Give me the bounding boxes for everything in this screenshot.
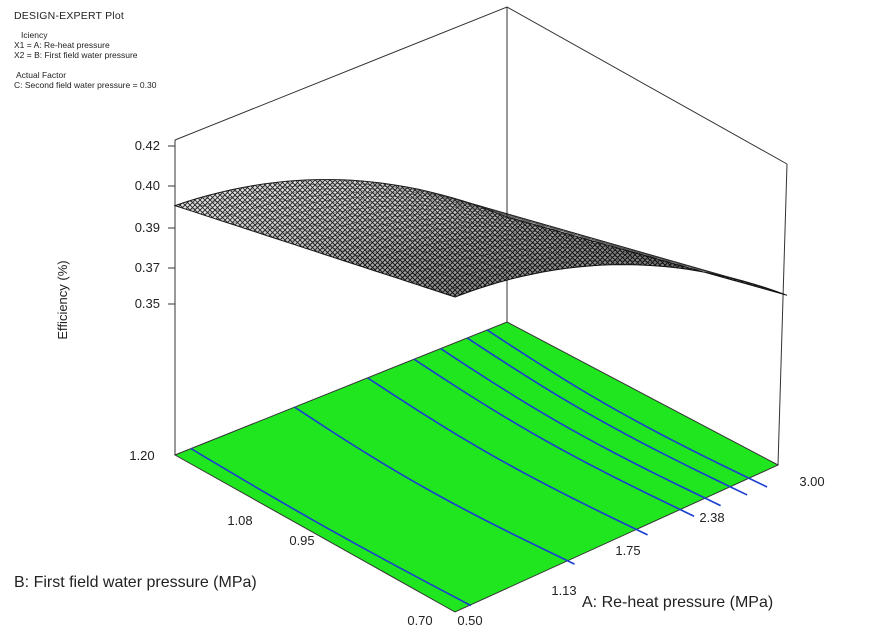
contour-line xyxy=(486,329,768,488)
z-tick-label: 0.37 xyxy=(135,260,160,275)
x-tick-label: 3.00 xyxy=(799,474,824,489)
contour-line xyxy=(190,447,472,607)
z-tick-label: 0.39 xyxy=(135,220,160,235)
x-tick-label: 2.38 xyxy=(699,510,724,525)
actual-factor-value: C: Second field water pressure = 0.30 xyxy=(14,80,157,90)
x-tick-label: 1.13 xyxy=(551,583,576,598)
y-tick-label: 0.95 xyxy=(289,533,314,548)
x-tick-label: 1.75 xyxy=(615,543,640,558)
axis-ticks: 0.35 0.37 0.39 0.40 0.42 1.20 1.08 0.95 0.70 0.50… xyxy=(129,138,824,628)
contour-line xyxy=(413,358,695,517)
surface-grid-line xyxy=(174,179,508,218)
plot-header-title: DESIGN-EXPERT Plot xyxy=(14,10,124,22)
contour-line xyxy=(466,337,748,496)
z-axis-title: Efficiency (%) xyxy=(55,260,70,339)
y-tick-label: 1.20 xyxy=(129,448,154,463)
response-surface xyxy=(173,179,788,298)
y-tick-label: 0.70 xyxy=(407,613,432,628)
actual-factor-label: Actual Factor xyxy=(16,70,67,80)
z-tick-label: 0.40 xyxy=(135,178,160,193)
z-tick-label: 0.35 xyxy=(135,296,160,311)
response-label: Iciency xyxy=(21,30,48,40)
contour-line xyxy=(294,406,575,565)
factor-x1-label: X1 = A: Re-heat pressure xyxy=(14,40,110,50)
x-axis-title: A: Re-heat pressure (MPa) xyxy=(582,594,773,611)
frame-top-edge xyxy=(174,6,788,165)
z-tick-label: 0.42 xyxy=(135,138,160,153)
x-tick-label: 0.50 xyxy=(457,613,482,628)
frame-vertical-edge xyxy=(777,163,788,466)
factor-x2-label: X2 = B: First field water pressure xyxy=(14,50,138,60)
y-tick-label: 1.08 xyxy=(227,513,252,528)
axis-labels: B: First field water pressure (MPa) A: Re… xyxy=(14,260,773,611)
y-axis-title: B: First field water pressure (MPa) xyxy=(14,574,257,591)
contour-line xyxy=(367,377,648,536)
floor-contour-plane xyxy=(173,321,780,613)
surface-grid-line xyxy=(506,216,788,296)
contour-line xyxy=(440,347,721,507)
floor-plane xyxy=(173,321,780,613)
surface-shading xyxy=(175,179,787,297)
